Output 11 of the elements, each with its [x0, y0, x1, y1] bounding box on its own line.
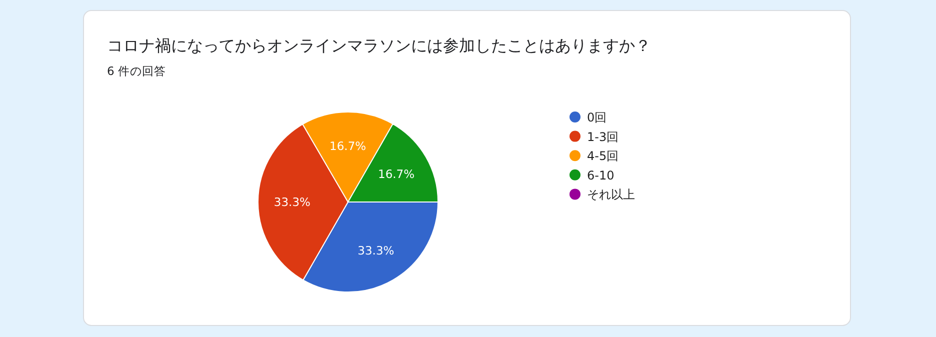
legend-label: それ以上 — [587, 188, 635, 202]
data-label: 33.3% — [274, 195, 311, 210]
data-label: 33.3% — [358, 243, 394, 258]
data-label: 16.7% — [378, 167, 415, 182]
text: 6 件の回答 — [107, 64, 166, 78]
legend-label: 0回 — [587, 110, 607, 124]
legend-label: 4-5回 — [587, 149, 619, 164]
legend-label: 1-3回 — [587, 130, 619, 144]
legend-label: 6-10 — [587, 168, 614, 182]
data-label: 16.7% — [330, 139, 366, 154]
chart-title: コロナ禍になってからオンラインマラソンには参加したことはありますか？ — [107, 36, 651, 55]
